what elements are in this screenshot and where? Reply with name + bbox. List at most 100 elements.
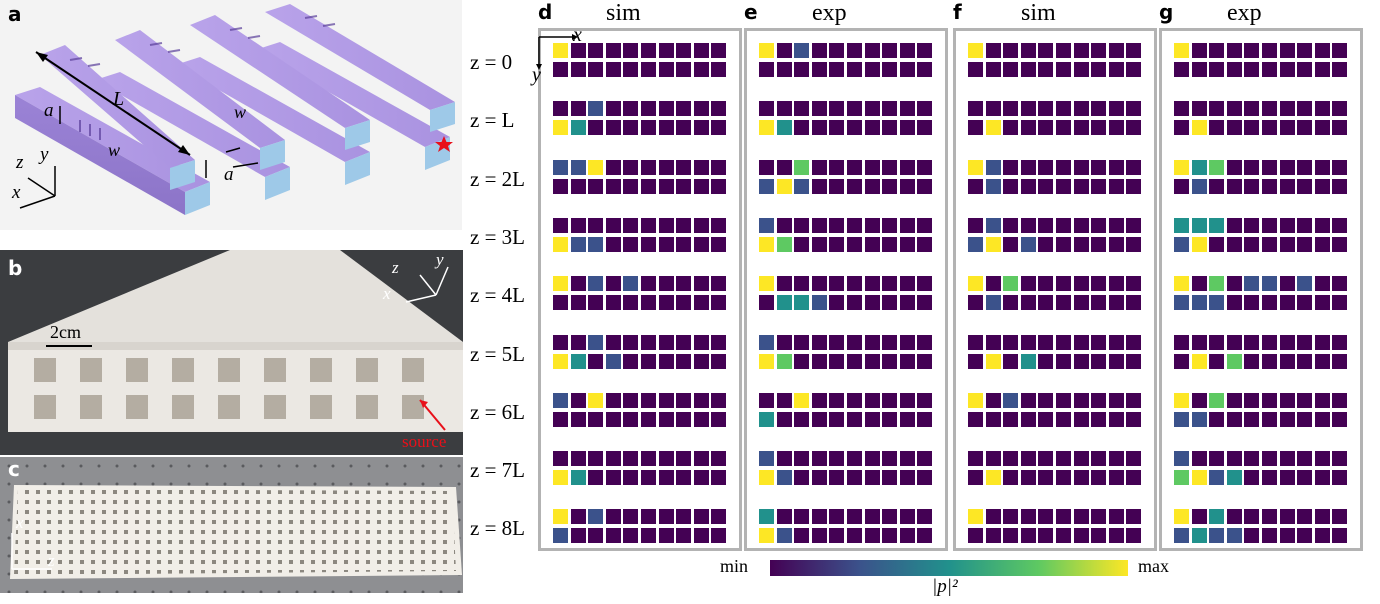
- heatmap-cell: [917, 120, 933, 136]
- heatmap-cell: [1073, 217, 1089, 233]
- plate-axis-x-label: x: [16, 513, 24, 532]
- heatmap-cell: [864, 295, 880, 311]
- panel-a: a L a a w w z y x: [0, 0, 462, 230]
- heatmap-cell: [658, 392, 674, 408]
- heatmap-cell: [1279, 159, 1295, 175]
- heatmap-cell: [759, 528, 774, 544]
- z-slice-label: z = 3L: [470, 224, 525, 249]
- heatmap-cell: [811, 451, 827, 467]
- heatmap-cell: [1244, 236, 1260, 252]
- heatmap-cell: [985, 62, 1001, 77]
- heatmap-cell: [553, 120, 568, 136]
- heatmap-cell: [553, 43, 568, 58]
- heatmap-cell: [1209, 120, 1225, 136]
- heatmap-cell: [570, 509, 586, 525]
- grid-axis-arrows: [536, 34, 578, 70]
- panel-c: c x z: [0, 457, 463, 593]
- heatmap-cell: [1262, 509, 1277, 525]
- heatmap-cell: [588, 470, 604, 486]
- heatmap-cell: [1297, 62, 1313, 77]
- heatmap-cell: [794, 509, 810, 525]
- heatmap-cell: [553, 392, 568, 408]
- heatmap-cell: [570, 470, 586, 486]
- heatmap-cell: [1279, 101, 1295, 117]
- heatmap-cell: [1174, 62, 1189, 77]
- heatmap-cell: [570, 334, 586, 350]
- heatmap-cell: [776, 159, 792, 175]
- heatmap-cell: [794, 159, 810, 175]
- heatmap-cell: [1174, 101, 1189, 117]
- heatmap-cell: [1332, 353, 1348, 369]
- heatmap-cell: [1038, 334, 1054, 350]
- heatmap-cell: [1244, 451, 1260, 467]
- heatmap-cell: [811, 236, 827, 252]
- heatmap-cell: [711, 353, 727, 369]
- heatmap-cell: [1108, 101, 1124, 117]
- heatmap-cell: [693, 295, 709, 311]
- panel-e-title: exp: [812, 0, 847, 26]
- heatmap-cell: [829, 451, 845, 467]
- photo-axis-y-label: y: [436, 250, 444, 269]
- heatmap-cell: [1108, 159, 1124, 175]
- heatmap-cell: [1038, 509, 1054, 525]
- heatmap-cell: [1073, 159, 1089, 175]
- heatmap-cell: [1209, 451, 1225, 467]
- heatmap-cell: [1332, 217, 1348, 233]
- heatmap-cell: [882, 451, 898, 467]
- heatmap-cell: [1126, 62, 1142, 77]
- heatmap-cell: [1209, 159, 1225, 175]
- heatmap-cell: [1108, 334, 1124, 350]
- heatmap-cell: [658, 451, 674, 467]
- panel-f-frame: [953, 28, 1157, 551]
- heatmap-cell: [794, 528, 810, 544]
- heatmap-cell: [676, 43, 692, 58]
- heatmap-cell: [1262, 334, 1277, 350]
- heatmap-cell: [864, 43, 880, 58]
- plate-axis-z-label: z: [48, 551, 55, 570]
- heatmap-cell: [676, 509, 692, 525]
- panel-f-title: sim: [1021, 0, 1056, 26]
- heatmap-cell: [1174, 470, 1189, 486]
- heatmap-cell: [1209, 217, 1225, 233]
- heatmap-cell: [1126, 120, 1142, 136]
- heatmap-cell: [693, 276, 709, 292]
- heatmap-cell: [553, 101, 568, 117]
- heatmap-cell: [864, 159, 880, 175]
- heatmap-cell: [917, 236, 933, 252]
- heatmap-cell: [658, 178, 674, 194]
- heatmap-cell: [570, 159, 586, 175]
- heatmap-cell: [1314, 178, 1330, 194]
- panel-g-frame: [1159, 28, 1363, 551]
- heatmap-cell: [570, 62, 586, 77]
- heatmap-cell: [641, 451, 656, 467]
- heatmap-cell: [1038, 392, 1054, 408]
- heatmap-cell: [864, 528, 880, 544]
- heatmap-cell: [711, 178, 727, 194]
- axis-y-label: y: [40, 144, 49, 165]
- heatmap-cell: [623, 43, 639, 58]
- heatmap-cell: [1209, 509, 1225, 525]
- heatmap-cell: [641, 62, 656, 77]
- heatmap-cell: [1297, 236, 1313, 252]
- heatmap-cell: [623, 276, 639, 292]
- heatmap-cell: [588, 334, 604, 350]
- heatmap-cell: [1020, 295, 1036, 311]
- heatmap-cell: [641, 411, 656, 427]
- heatmap-cell: [641, 236, 656, 252]
- heatmap-cell: [693, 528, 709, 544]
- heatmap-cell: [693, 236, 709, 252]
- heatmap-cell: [811, 217, 827, 233]
- heatmap-cell: [641, 120, 656, 136]
- heatmap-cell: [985, 295, 1001, 311]
- heatmap-cell: [899, 528, 915, 544]
- heatmap-cell: [658, 295, 674, 311]
- heatmap-cell: [553, 217, 568, 233]
- heatmap-cell: [917, 411, 933, 427]
- sample-photo: [0, 250, 463, 455]
- heatmap-cell: [1108, 451, 1124, 467]
- heatmap-cell: [1056, 159, 1071, 175]
- heatmap-cell: [1191, 353, 1207, 369]
- heatmap-cell: [1297, 392, 1313, 408]
- heatmap-cell: [1056, 470, 1071, 486]
- heatmap-cell: [711, 159, 727, 175]
